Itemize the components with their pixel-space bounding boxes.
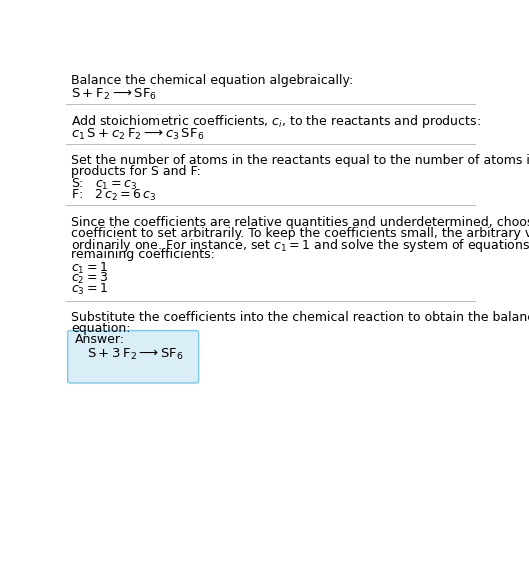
- Text: $\mathrm{S + F_2 \longrightarrow SF_6}$: $\mathrm{S + F_2 \longrightarrow SF_6}$: [71, 87, 157, 103]
- Text: Set the number of atoms in the reactants equal to the number of atoms in the: Set the number of atoms in the reactants…: [71, 154, 529, 167]
- Text: $c_3 = 1$: $c_3 = 1$: [71, 282, 108, 297]
- Text: products for S and F:: products for S and F:: [71, 165, 200, 178]
- Text: Balance the chemical equation algebraically:: Balance the chemical equation algebraica…: [71, 74, 353, 87]
- Text: $\mathrm{S + 3\,F_2 \longrightarrow SF_6}$: $\mathrm{S + 3\,F_2 \longrightarrow SF_6…: [87, 347, 184, 362]
- Text: F:   $2\,c_2 = 6\,c_3$: F: $2\,c_2 = 6\,c_3$: [71, 188, 156, 203]
- Text: $c_2 = 3$: $c_2 = 3$: [71, 272, 108, 286]
- Text: Substitute the coefficients into the chemical reaction to obtain the balanced: Substitute the coefficients into the che…: [71, 311, 529, 324]
- Text: S:   $c_1 = c_3$: S: $c_1 = c_3$: [71, 177, 136, 192]
- Text: remaining coefficients:: remaining coefficients:: [71, 248, 215, 261]
- Text: $c_1\,\mathrm{S} + c_2\,\mathrm{F}_2 \longrightarrow c_3\,\mathrm{SF}_6$: $c_1\,\mathrm{S} + c_2\,\mathrm{F}_2 \lo…: [71, 126, 204, 142]
- Text: $c_1 = 1$: $c_1 = 1$: [71, 261, 108, 276]
- Text: Add stoichiometric coefficients, $c_i$, to the reactants and products:: Add stoichiometric coefficients, $c_i$, …: [71, 113, 480, 130]
- Text: equation:: equation:: [71, 322, 130, 335]
- Text: coefficient to set arbitrarily. To keep the coefficients small, the arbitrary va: coefficient to set arbitrarily. To keep …: [71, 227, 529, 240]
- Text: Since the coefficients are relative quantities and underdetermined, choose a: Since the coefficients are relative quan…: [71, 216, 529, 229]
- FancyBboxPatch shape: [68, 331, 199, 383]
- Text: Answer:: Answer:: [75, 333, 125, 346]
- Text: ordinarily one. For instance, set $c_1 = 1$ and solve the system of equations fo: ordinarily one. For instance, set $c_1 =…: [71, 238, 529, 255]
